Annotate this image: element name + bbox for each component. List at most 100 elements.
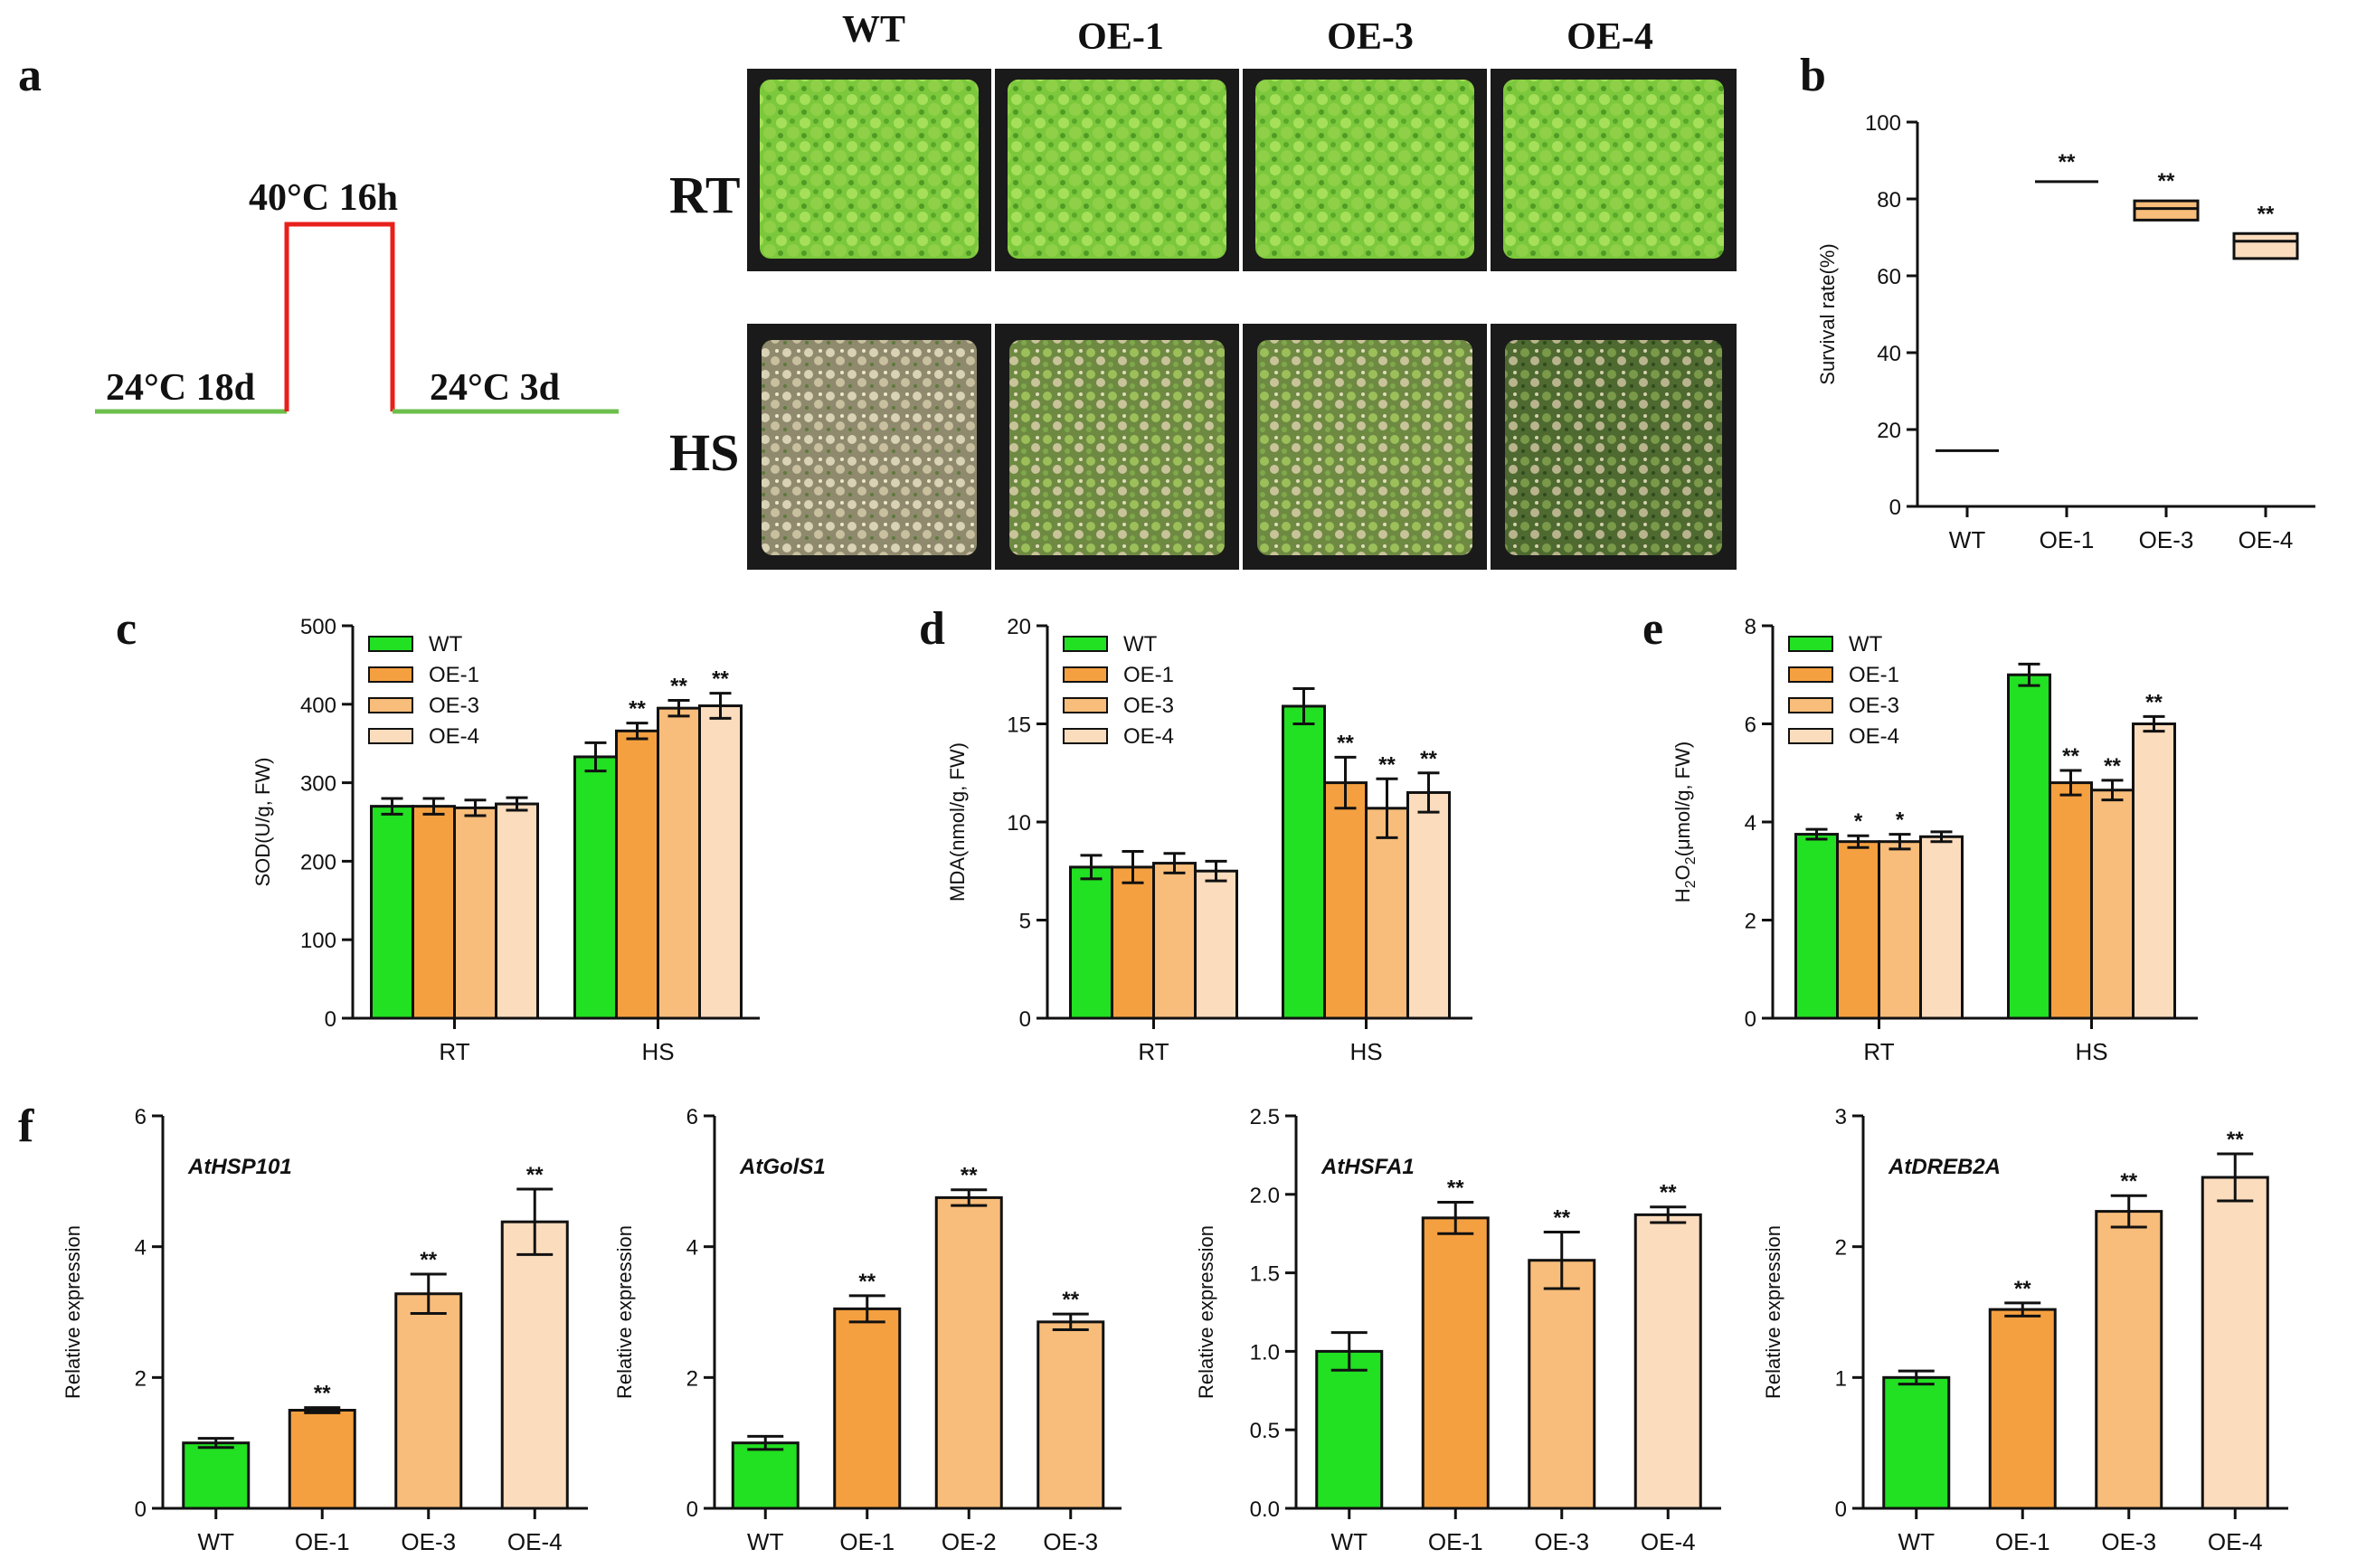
significance-mark: ** [2059,150,2076,175]
bar [1282,704,1326,1020]
bar [1323,781,1368,1020]
bar [182,1441,251,1510]
plants-hs-oe4 [1505,340,1722,555]
legend-label: OE-1 [429,663,479,687]
bar [1421,1216,1490,1510]
box [2232,231,2299,260]
legend-label: WT [429,632,463,656]
y-tick-label: 60 [1877,265,1901,289]
panel-label-e: e [1642,603,1663,655]
significance-mark: ** [1420,747,1437,771]
bar [573,755,618,1020]
significance-mark: ** [2158,169,2175,194]
x-tick-label: OE-2 [942,1528,997,1555]
significance-mark: ** [2227,1128,2244,1152]
legend-label: OE-3 [1849,694,1899,718]
x-tick-label: OE-3 [401,1528,456,1555]
y-tick-label: 0 [135,1497,147,1522]
significance-mark: ** [1337,731,1354,755]
significance-mark: * [1896,808,1905,833]
bar [370,805,414,1020]
photo-row-hs: HS [669,423,739,482]
bar [1633,1213,1702,1510]
bar [1882,1375,1951,1510]
plants-rt-oe1 [1008,80,1226,259]
x-tick-label: WT [198,1528,235,1555]
bar [495,802,539,1020]
y-axis-label: MDA(nmol/g, FW) [946,742,969,902]
x-tick-label: WT [1949,526,1986,553]
legend-label: OE-3 [1123,694,1174,718]
bar [1111,865,1155,1020]
y-tick-label: 5 [1019,910,1031,934]
y-tick-label: 0 [325,1007,336,1032]
bar [833,1307,902,1510]
gols1-chart: 0 2 4 6 Relative expression WT ** OE-1 ** OE-2 ** O… [613,1105,1122,1555]
bar [1528,1259,1596,1510]
legend-label: OE-4 [1123,724,1174,749]
y-tick-label: 500 [300,615,336,639]
y-tick-label: 0.5 [1250,1419,1280,1443]
plants-rt-oe3 [1255,80,1474,259]
mda-chart: 0 5 10 15 20 MDA(nmol/g, FW) RT ** ** ** HS WT OE-1 O… [946,615,1472,1065]
x-tick-label: OE-4 [507,1528,563,1555]
y-axis-label: Relative expression [613,1225,636,1399]
bar [731,1441,800,1510]
x-tick-label: OE-4 [2208,1528,2263,1555]
bar [1194,869,1238,1020]
y-tick-label: 0 [1019,1007,1031,1032]
x-tick-label: OE-1 [295,1528,350,1555]
legend-label: WT [1123,632,1158,656]
bar [2049,781,2093,1020]
y-tick-label: 2.5 [1250,1105,1280,1129]
gene-name: AtDREB2A [1888,1155,2001,1179]
significance-mark: ** [858,1270,876,1294]
y-tick-label: 4 [1745,811,1756,836]
bar [1919,835,1964,1020]
plants-rt-wt [760,80,979,259]
bar [657,706,701,1020]
recovery-label: 24°C 3d [430,367,560,409]
bar [1152,862,1197,1020]
y-tick-label: 400 [300,694,336,718]
stress-label: 40°C 16h [249,177,398,219]
y-tick-label: 8 [1745,615,1756,639]
y-tick-label: 2 [1835,1236,1847,1261]
photo-col-oe4: OE-4 [1567,16,1653,58]
legend-swatch [368,636,413,652]
plants-hs-oe3 [1257,340,1472,555]
significance-mark: ** [1447,1176,1464,1200]
y-tick-label: 6 [686,1105,698,1129]
panel-label-d: d [919,603,945,655]
panel-label-a: a [18,50,42,101]
y-axis-label: H2O2(μmol/g, FW) [1671,741,1699,902]
x-tick-label: WT [1331,1528,1368,1555]
legend-label: OE-1 [1123,663,1174,687]
sod-chart: 0 100 200 300 400 500 SOD(U/g, FW) RT ** ** ** HS WT… [251,615,760,1065]
bar [1794,833,1839,1020]
y-axis-label: Relative expression [1195,1225,1217,1399]
y-tick-label: 4 [135,1236,147,1261]
bar [394,1292,463,1510]
x-tick-label: OE-4 [2239,526,2294,553]
y-tick-label: 0 [1835,1497,1847,1522]
legend-swatch [1063,636,1108,652]
significance-mark: ** [2120,1169,2137,1194]
photo-row-rt: RT [669,165,741,224]
heat-stress-line [284,222,395,411]
x-tick-label: WT [747,1528,784,1555]
legend-swatch [1788,636,1833,652]
bar [698,704,743,1020]
bar [1315,1349,1384,1510]
significance-mark: ** [526,1163,544,1187]
x-tick-label: OE-3 [2139,526,2194,553]
x-tick-label: RT [1138,1038,1169,1065]
survival-rate-chart: 0 20 40 60 80 100 Survival rate(%) WT ** OE-1 ** OE… [1816,111,2315,553]
legend-label: OE-4 [1849,724,1899,749]
y-tick-label: 100 [1865,111,1901,136]
significance-mark: ** [314,1382,331,1406]
significance-mark: ** [2145,690,2163,714]
bar [1365,807,1409,1020]
x-tick-label: OE-3 [1534,1528,1589,1555]
